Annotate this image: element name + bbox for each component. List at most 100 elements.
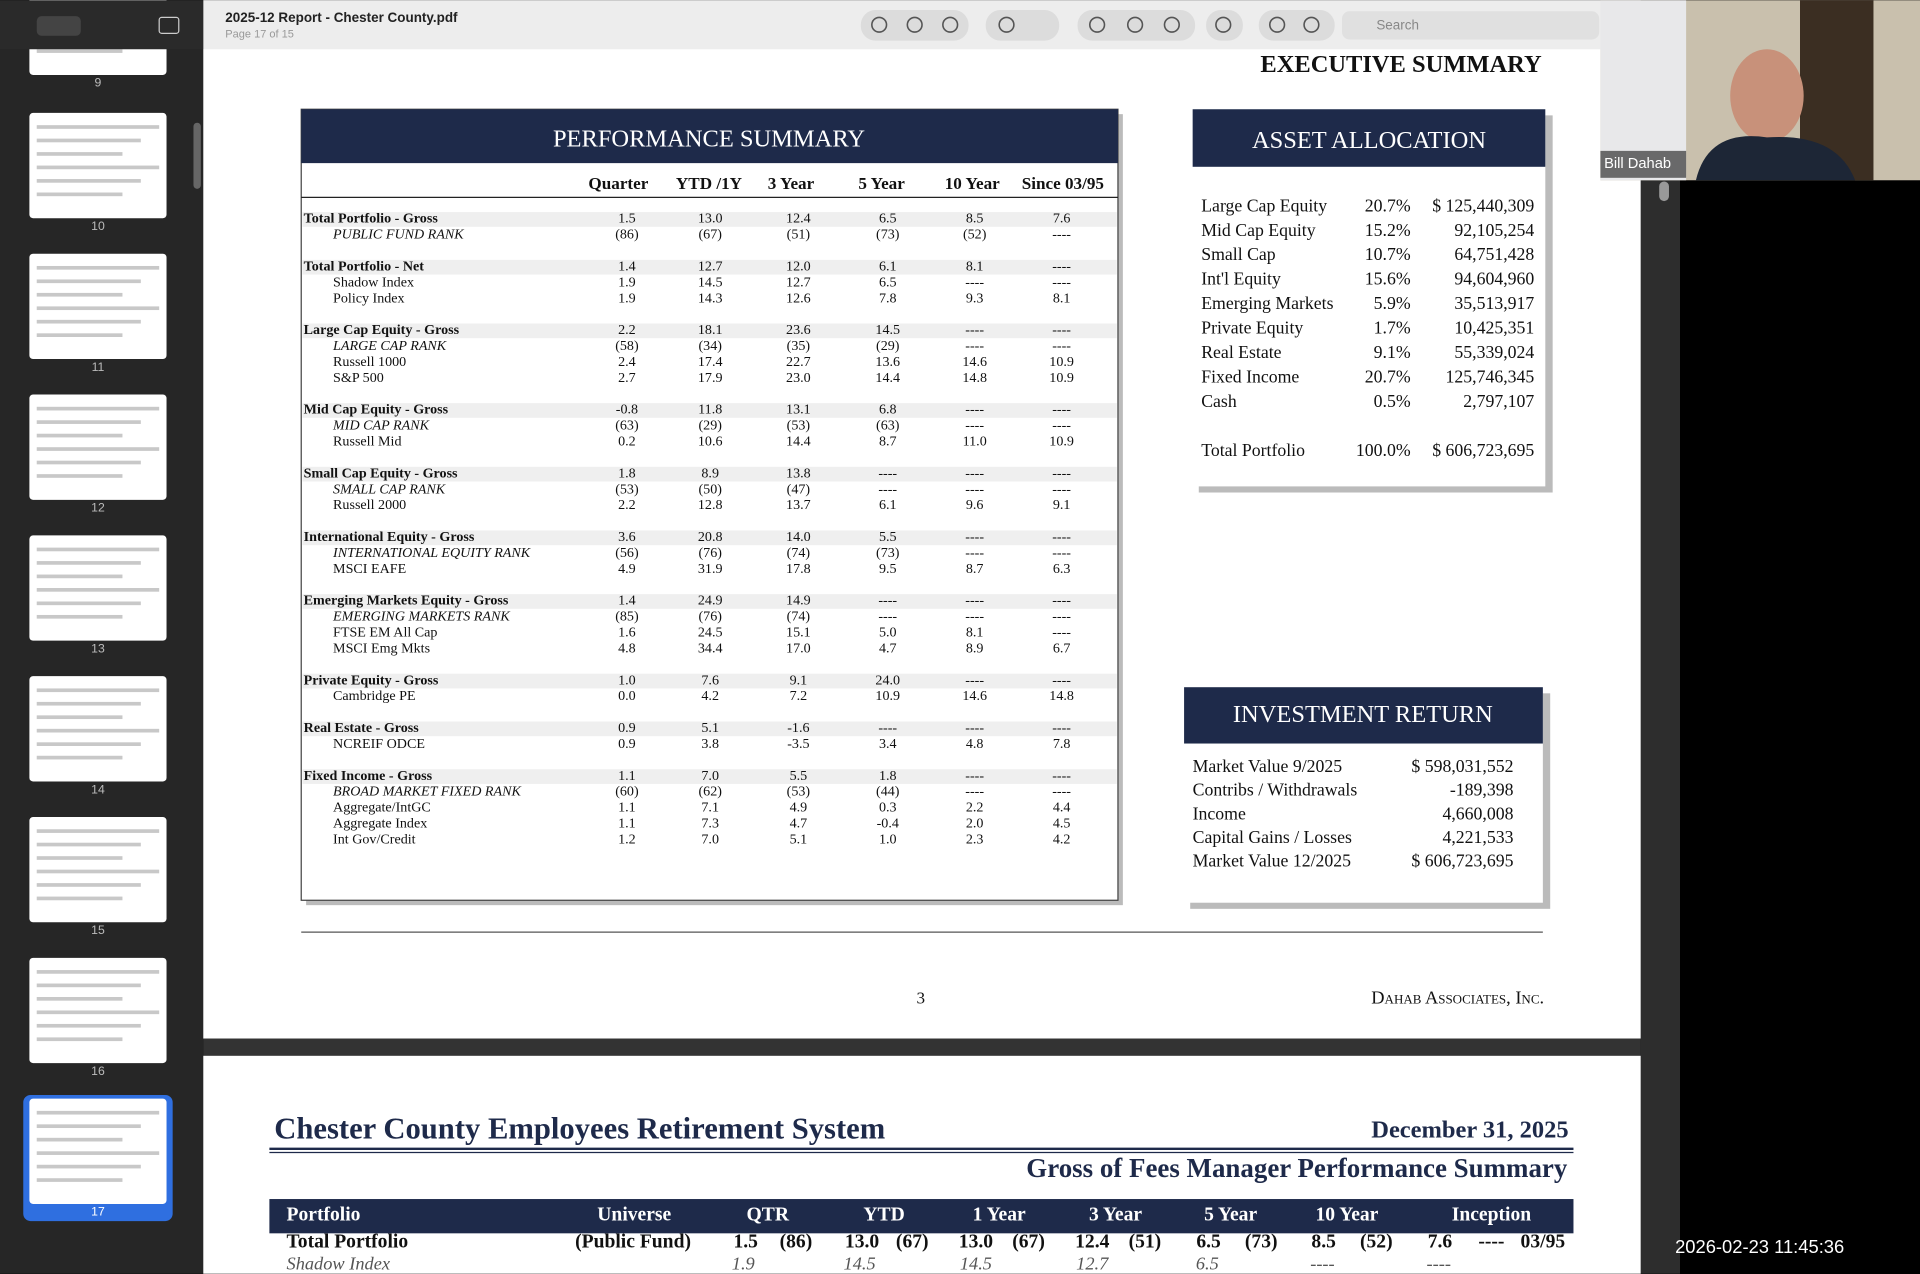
- thumbnail-line: [36, 842, 141, 847]
- cell-value: 18.1: [698, 322, 723, 338]
- tool-group[interactable]: [1077, 10, 1196, 41]
- cell-value: 14.0: [786, 529, 811, 545]
- table-header: QTR: [747, 1205, 790, 1226]
- cell-value: 17.0: [786, 640, 811, 656]
- cell-value: 15.1: [786, 625, 811, 641]
- group-stripe: [302, 212, 1117, 227]
- cell-value: 0.9: [618, 736, 636, 752]
- cell-value: 0.0: [618, 688, 636, 704]
- tool-icon[interactable]: [1215, 16, 1232, 33]
- cell-value: ----: [965, 529, 984, 545]
- cell-value: -0.8: [616, 402, 638, 418]
- row-label: Cambridge PE: [333, 688, 416, 704]
- cell-value: 9.1: [790, 672, 808, 688]
- tool-icon[interactable]: [942, 16, 959, 33]
- tool-icon[interactable]: [1089, 16, 1106, 33]
- tool-icon[interactable]: [1163, 16, 1180, 33]
- scroll-area: [1640, 0, 1680, 1274]
- tool-group[interactable]: [985, 10, 1060, 41]
- cell-value: 7.2: [790, 688, 808, 704]
- cell-value: ----: [965, 465, 984, 481]
- thumbnail-line: [36, 1151, 160, 1155]
- cell-value: 2.2: [966, 800, 984, 816]
- cell-value: 17.8: [786, 561, 811, 577]
- thumbnail-line: [36, 192, 123, 197]
- group-label: International Equity - Gross: [304, 529, 475, 545]
- thumbnail-line: [36, 279, 141, 284]
- cell-value: (58): [615, 338, 639, 354]
- allocation-label: Total Portfolio: [1201, 440, 1305, 460]
- scrollbar[interactable]: [1659, 181, 1669, 202]
- cell-value: 24.5: [698, 625, 723, 641]
- thumbnail-line: [36, 152, 123, 156]
- allocation-percent: 15.2%: [1365, 220, 1411, 240]
- cell-value: 20.8: [698, 529, 723, 545]
- column-header: YTD /1Y: [676, 174, 743, 193]
- thumbnail-line: [36, 1178, 123, 1182]
- thumbnail-label: 16: [91, 1064, 105, 1078]
- group-label: Fixed Income - Gross: [304, 768, 433, 784]
- thumbnail-line: [36, 1124, 141, 1129]
- table-cell: 03/95: [1521, 1232, 1566, 1253]
- cell-value: 4.9: [790, 800, 808, 816]
- tool-icon[interactable]: [1126, 16, 1144, 33]
- cell-value: (74): [787, 545, 811, 561]
- cell-value: 24.0: [875, 672, 900, 688]
- performance-panel: [300, 108, 1119, 901]
- row-label: MSCI EAFE: [333, 561, 406, 577]
- cell-value: 14.8: [1049, 688, 1074, 704]
- table-cell: (67): [896, 1232, 929, 1253]
- thumbnail-line: [36, 983, 141, 988]
- cell-value: 11.8: [698, 402, 722, 418]
- return-value: 4,660,008: [1442, 803, 1513, 823]
- cell-value: 14.5: [698, 274, 723, 290]
- thumbnail-label: 12: [91, 501, 105, 515]
- row-label: S&P 500: [333, 370, 384, 386]
- table-cell: (52): [1360, 1232, 1393, 1253]
- cell-value: ----: [1052, 529, 1071, 545]
- tool-icon[interactable]: [1303, 16, 1320, 33]
- cell-value: 1.1: [618, 800, 636, 816]
- search-field[interactable]: [1342, 11, 1600, 40]
- cell-value: ----: [1052, 768, 1071, 784]
- tool-icon[interactable]: [1269, 16, 1286, 33]
- table-cell: Total Portfolio: [287, 1232, 409, 1253]
- tool-group[interactable]: [860, 10, 969, 41]
- cell-value: 12.7: [786, 274, 811, 290]
- row-label: MSCI Emg Mkts: [333, 640, 430, 656]
- cell-value: 31.9: [698, 561, 723, 577]
- table-cell: ----: [1478, 1232, 1504, 1253]
- row-label: MID CAP RANK: [332, 418, 430, 434]
- tool-group[interactable]: [1206, 10, 1243, 41]
- group-stripe: [302, 530, 1117, 546]
- return-label: Market Value 12/2025: [1193, 851, 1352, 871]
- cell-value: ----: [965, 418, 984, 434]
- cell-value: ----: [1052, 322, 1071, 338]
- allocation-label: Private Equity: [1201, 318, 1303, 338]
- cell-value: (62): [698, 784, 722, 800]
- panel-title: INVESTMENT RETURN: [1233, 701, 1493, 728]
- cell-value: 1.4: [618, 593, 636, 609]
- cell-value: (76): [698, 609, 722, 625]
- cell-value: 7.0: [701, 768, 719, 784]
- sidebar-button[interactable]: [36, 16, 81, 36]
- cell-value: 9.6: [966, 497, 984, 513]
- cell-value: ----: [965, 609, 984, 625]
- cell-value: (52): [963, 227, 987, 243]
- tool-icon[interactable]: [871, 16, 888, 33]
- table-cell: 14.5: [844, 1253, 876, 1273]
- tool-icon[interactable]: [998, 16, 1015, 33]
- cell-value: ----: [878, 609, 897, 625]
- cell-value: 1.4: [618, 258, 636, 274]
- sidebar-scrollbar[interactable]: [193, 122, 201, 189]
- cell-value: ----: [1052, 274, 1071, 290]
- allocation-label: Int'l Equity: [1201, 269, 1281, 289]
- tool-icon[interactable]: [906, 16, 923, 33]
- cell-value: (86): [615, 227, 639, 243]
- view-button[interactable]: [158, 16, 180, 34]
- cell-value: (63): [615, 418, 639, 434]
- thumbnail-line: [36, 728, 160, 733]
- thumbnail-line: [36, 869, 160, 874]
- thumbnail-line: [36, 265, 160, 270]
- cell-value: ----: [965, 720, 984, 736]
